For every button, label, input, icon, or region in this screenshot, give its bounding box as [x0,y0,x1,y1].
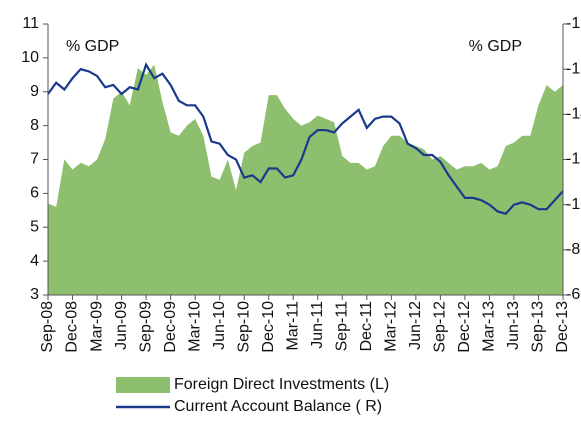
line [47,62,564,215]
x-tick-label: Mar-12 [383,301,400,352]
x-tick-label: Sep-11 [334,301,351,352]
x-tick-label: Mar-13 [481,301,498,352]
x-tick-label: Jun-11 [309,301,326,349]
y-tick-label: 3 [30,286,39,303]
x-tick-label: Jun-09 [113,301,130,350]
y-tick-label: 4 [30,252,39,269]
x-tick-label: Dec-10 [260,301,277,353]
x-tick-label: Dec-08 [64,301,81,353]
y2-tick-label: -14 [566,106,581,123]
annotation-right: % GDP [469,38,522,55]
x-tick-label: Dec-09 [162,301,179,353]
x-tick-label: Jun-13 [505,301,522,350]
legend-swatch [116,377,170,393]
y-tick-label: 8 [30,117,39,134]
x-tick-label: Sep-12 [432,301,449,353]
y-tick-label: 7 [30,151,39,168]
y2-tick-label: -8 [566,241,580,258]
x-tick-label: Jun-12 [407,301,424,350]
y2-tick-label: -16 [566,60,581,77]
x-tick-label: Mar-11 [284,301,301,351]
annotation-left: % GDP [66,38,119,55]
x-tick-label: Dec-12 [456,301,473,353]
y2-tick-label: -18 [566,15,581,32]
y-tick-label: 10 [21,49,39,66]
x-tick-label: Sep-13 [530,301,547,353]
x-tick-label: Sep-09 [137,301,154,353]
x-tick-label: Mar-09 [88,301,105,352]
legend-label: Foreign Direct Investments (L) [174,376,389,393]
y2-tick-label: -12 [566,151,581,168]
legend-label: Current Account Balance ( R) [174,398,382,415]
x-tick-label: Jun-10 [211,301,228,350]
plot-area [47,62,564,296]
y-tick-label: 6 [30,185,39,202]
y2-tick-label: -10 [566,196,581,213]
y-tick-label: 9 [30,83,39,100]
x-tick-label: Sep-08 [39,301,56,353]
x-tick-label: Sep-10 [235,301,252,353]
y-tick-label: 11 [22,15,39,32]
y2-tick-label: -6 [566,286,580,303]
area [48,64,563,296]
x-tick-label: Dec-13 [554,301,571,353]
y-tick-label: 5 [30,218,39,235]
x-tick-label: Dec-11 [358,301,375,351]
x-tick-label: Mar-10 [186,301,203,352]
